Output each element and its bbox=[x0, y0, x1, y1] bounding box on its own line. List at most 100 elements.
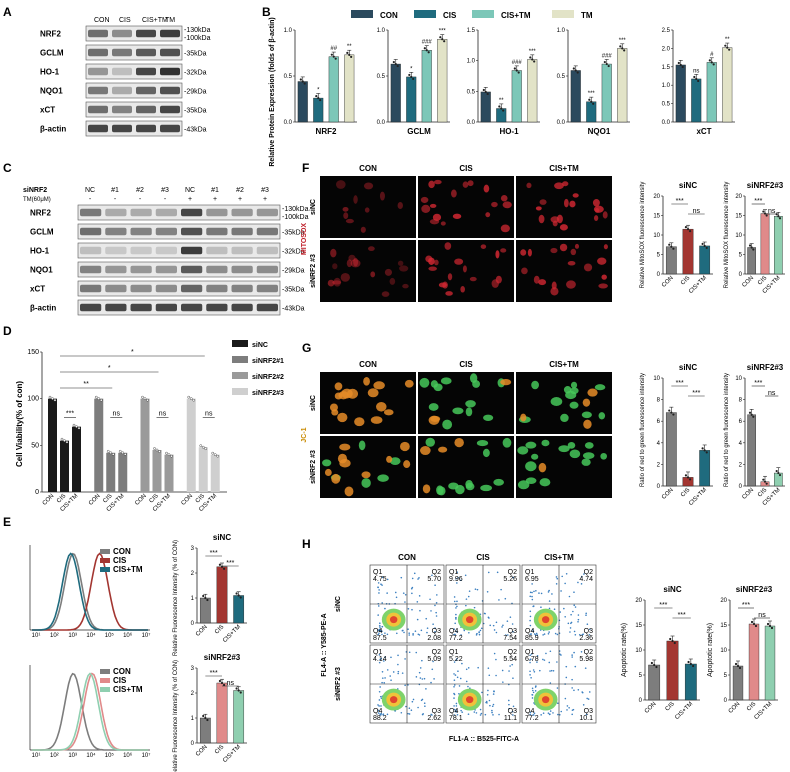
flow-h-plot-0-2-dot-75 bbox=[574, 633, 577, 636]
chart-h1-sigtext-1: ns bbox=[758, 612, 766, 619]
flow-h-plot-0-0-dot-85 bbox=[408, 632, 410, 634]
chart-f0-bar-0 bbox=[665, 246, 677, 275]
hist-e1-xtick-3: 10⁴ bbox=[86, 752, 96, 759]
flow-h-plot-1-1-qval-3: 11.1 bbox=[504, 715, 517, 722]
flow-h-plot-1-2-dot-79 bbox=[532, 689, 534, 692]
flow-h-plot-0-1-dot-4 bbox=[457, 576, 459, 579]
chart-d-dot-1-1-2 bbox=[111, 452, 115, 456]
micro-f-stain: MITOSOX bbox=[301, 223, 308, 255]
flow-h-plot-1-0-dot-15 bbox=[415, 651, 418, 654]
chart-f0-ytick-label-0: 0 bbox=[657, 272, 661, 278]
micro-f-img-0-2-cell-6 bbox=[592, 199, 600, 207]
chart-h1-xlabel-2: CIS+TM bbox=[753, 701, 773, 721]
micro-f-img-1-2-cell-5 bbox=[567, 261, 576, 266]
flow-h-plot-1-2-dot-30 bbox=[571, 654, 573, 656]
flow-h-plot-1-1-dot-73 bbox=[493, 652, 496, 655]
micro-g-col-0: CON bbox=[359, 360, 377, 369]
chart-b4-ytick-label-4: 2.0 bbox=[662, 46, 671, 52]
micro-f-img-1-0-cell-11 bbox=[384, 268, 393, 276]
blot-c-band-0-1 bbox=[105, 208, 127, 217]
chart-b2-dot-1-0 bbox=[498, 105, 501, 108]
chart-e1-bar-2 bbox=[233, 690, 245, 744]
flow-h-plot-1-1-dot-85 bbox=[480, 712, 483, 715]
flow-h-plot-0-1-dot-1 bbox=[504, 634, 507, 636]
chart-e1-ytick-label-3: 3 bbox=[191, 666, 195, 672]
flow-h-plot-1-2-dot-85 bbox=[568, 706, 570, 709]
chart-d-dot-0-1-2 bbox=[65, 440, 69, 444]
blot-c-band-4-5 bbox=[206, 284, 228, 293]
blot-c-band-1-1 bbox=[105, 227, 127, 236]
micro-g-img-0-2-cell-13 bbox=[582, 398, 591, 407]
hist-e1-legend-swatch-0 bbox=[100, 669, 110, 674]
flow-h-plot-1-1-qval-1: 5.54 bbox=[503, 656, 517, 663]
chart-e0-dot-0-0 bbox=[202, 594, 205, 598]
flow-h-plot-0-0-dot-32 bbox=[419, 609, 421, 612]
micro-g-img-0-2 bbox=[516, 372, 612, 434]
micro-g-img-0-1-cell-5 bbox=[430, 415, 441, 422]
flow-h-plot-0-0-dot-52 bbox=[410, 587, 413, 590]
micro-g-img-0-2-cell-4 bbox=[560, 413, 569, 423]
flow-h-plot-0-0-dot-40 bbox=[418, 595, 421, 597]
micro-g-img-0-1-cell-9 bbox=[469, 373, 478, 384]
blot-c-band-1-2 bbox=[130, 227, 152, 236]
chart-h0-ytick-label-0: 0 bbox=[639, 698, 643, 704]
chart-d-dot-3-0-0 bbox=[187, 395, 191, 399]
flow-h-col-1: CIS bbox=[476, 553, 490, 562]
micro-g-img-1-2-cell-10 bbox=[581, 458, 591, 466]
chart-f0-bar-2 bbox=[699, 245, 711, 275]
chart-d-dot-0-2-0 bbox=[72, 423, 76, 427]
flow-h-plot-0-1-dot-88 bbox=[453, 596, 456, 598]
micro-f-img-1-2-cell-6 bbox=[550, 247, 558, 254]
micro-g-img-0-1-cell-11 bbox=[500, 379, 512, 386]
flow-h-plot-0-2-dot-5 bbox=[548, 589, 550, 592]
flow-h-plot-1-2-dot-44 bbox=[533, 714, 535, 716]
chart-h1-bar-2 bbox=[764, 625, 776, 701]
flow-h-plot-0-0-dot-71 bbox=[379, 622, 381, 625]
chart-f0-title: siNC bbox=[679, 181, 697, 190]
chart-e0-bar-1 bbox=[216, 566, 228, 624]
flow-h-plot-1-2-dot-81 bbox=[559, 713, 561, 716]
flow-h-plot-0-0-dot-74 bbox=[434, 630, 436, 633]
flow-h-plot-1-2-dot-16 bbox=[536, 661, 538, 663]
chart-b3-dot-3-0 bbox=[619, 45, 622, 48]
blot-c-strip-5 bbox=[77, 299, 281, 316]
flow-h-plot-1-2-dot-32 bbox=[552, 712, 554, 714]
flow-h-plot-0-1-dot-49 bbox=[476, 588, 479, 591]
flow-h-plot-0-1-dot-85 bbox=[456, 605, 458, 608]
blot-c-size-2: -32kDa bbox=[282, 249, 305, 256]
flow-h-plot-1-1-dot-49 bbox=[453, 705, 455, 707]
micro-f-img-1-1-cell-16 bbox=[428, 266, 437, 271]
micro-f-img-1-0-cell-3 bbox=[346, 259, 353, 268]
micro-f-img-1-2-cell-11 bbox=[603, 244, 608, 250]
flow-h-plot-0-1-dot-14 bbox=[464, 574, 467, 577]
micro-g-img-0-2-cell-14 bbox=[563, 385, 572, 394]
chart-f0-dot-1-2 bbox=[688, 230, 692, 233]
flow-h-plot-0-2-dot-47 bbox=[529, 615, 532, 618]
micro-f-img-0-1-cell-16 bbox=[433, 179, 442, 185]
flow-h-plot-0-0-dot-81 bbox=[429, 598, 431, 601]
chart-d-dot-2-2-0 bbox=[165, 451, 168, 455]
flow-h-plot-1-0-dot-57 bbox=[382, 713, 384, 716]
micro-g-img-1-2-cell-7 bbox=[569, 449, 581, 459]
chart-g1-bar-0 bbox=[747, 414, 756, 487]
flow-h-plot-0-2-dot-25 bbox=[570, 621, 573, 624]
micro-g-img-0-0-cell-9 bbox=[329, 403, 338, 412]
micro-g-img-0-0-cell-12 bbox=[363, 377, 370, 386]
chart-f0-bar-1 bbox=[682, 228, 694, 275]
flow-h-plot-1-1-qval-0: 5.22 bbox=[449, 656, 463, 663]
micro-g-stain: JC-1 bbox=[301, 427, 308, 442]
micro-f-img-1-1-cell-9 bbox=[500, 248, 507, 253]
flow-h-plot-1-0-dot-62 bbox=[408, 713, 411, 715]
blot-a-strip-5 bbox=[85, 120, 183, 137]
flow-h-plot-1-0-qname-0: Q1 bbox=[373, 649, 382, 656]
flow-h-plot-1-1-dot-55 bbox=[460, 709, 462, 712]
flow-h-plot-1-0-dot-89 bbox=[418, 671, 421, 674]
chart-g0-dot-0-1 bbox=[670, 411, 673, 414]
chart-f1-ytick-label-3: 15 bbox=[735, 214, 742, 220]
chart-f1-ytick-label-2: 10 bbox=[735, 233, 742, 239]
chart-b4-dot-2-0 bbox=[708, 59, 711, 62]
flow-h-plot-0-1-dot-73 bbox=[512, 631, 514, 633]
chart-h0-sigtext-0: *** bbox=[659, 602, 667, 609]
flow-h-plot-0-2-qname-1: Q2 bbox=[584, 569, 593, 576]
chart-b1-bar-0 bbox=[390, 63, 401, 123]
